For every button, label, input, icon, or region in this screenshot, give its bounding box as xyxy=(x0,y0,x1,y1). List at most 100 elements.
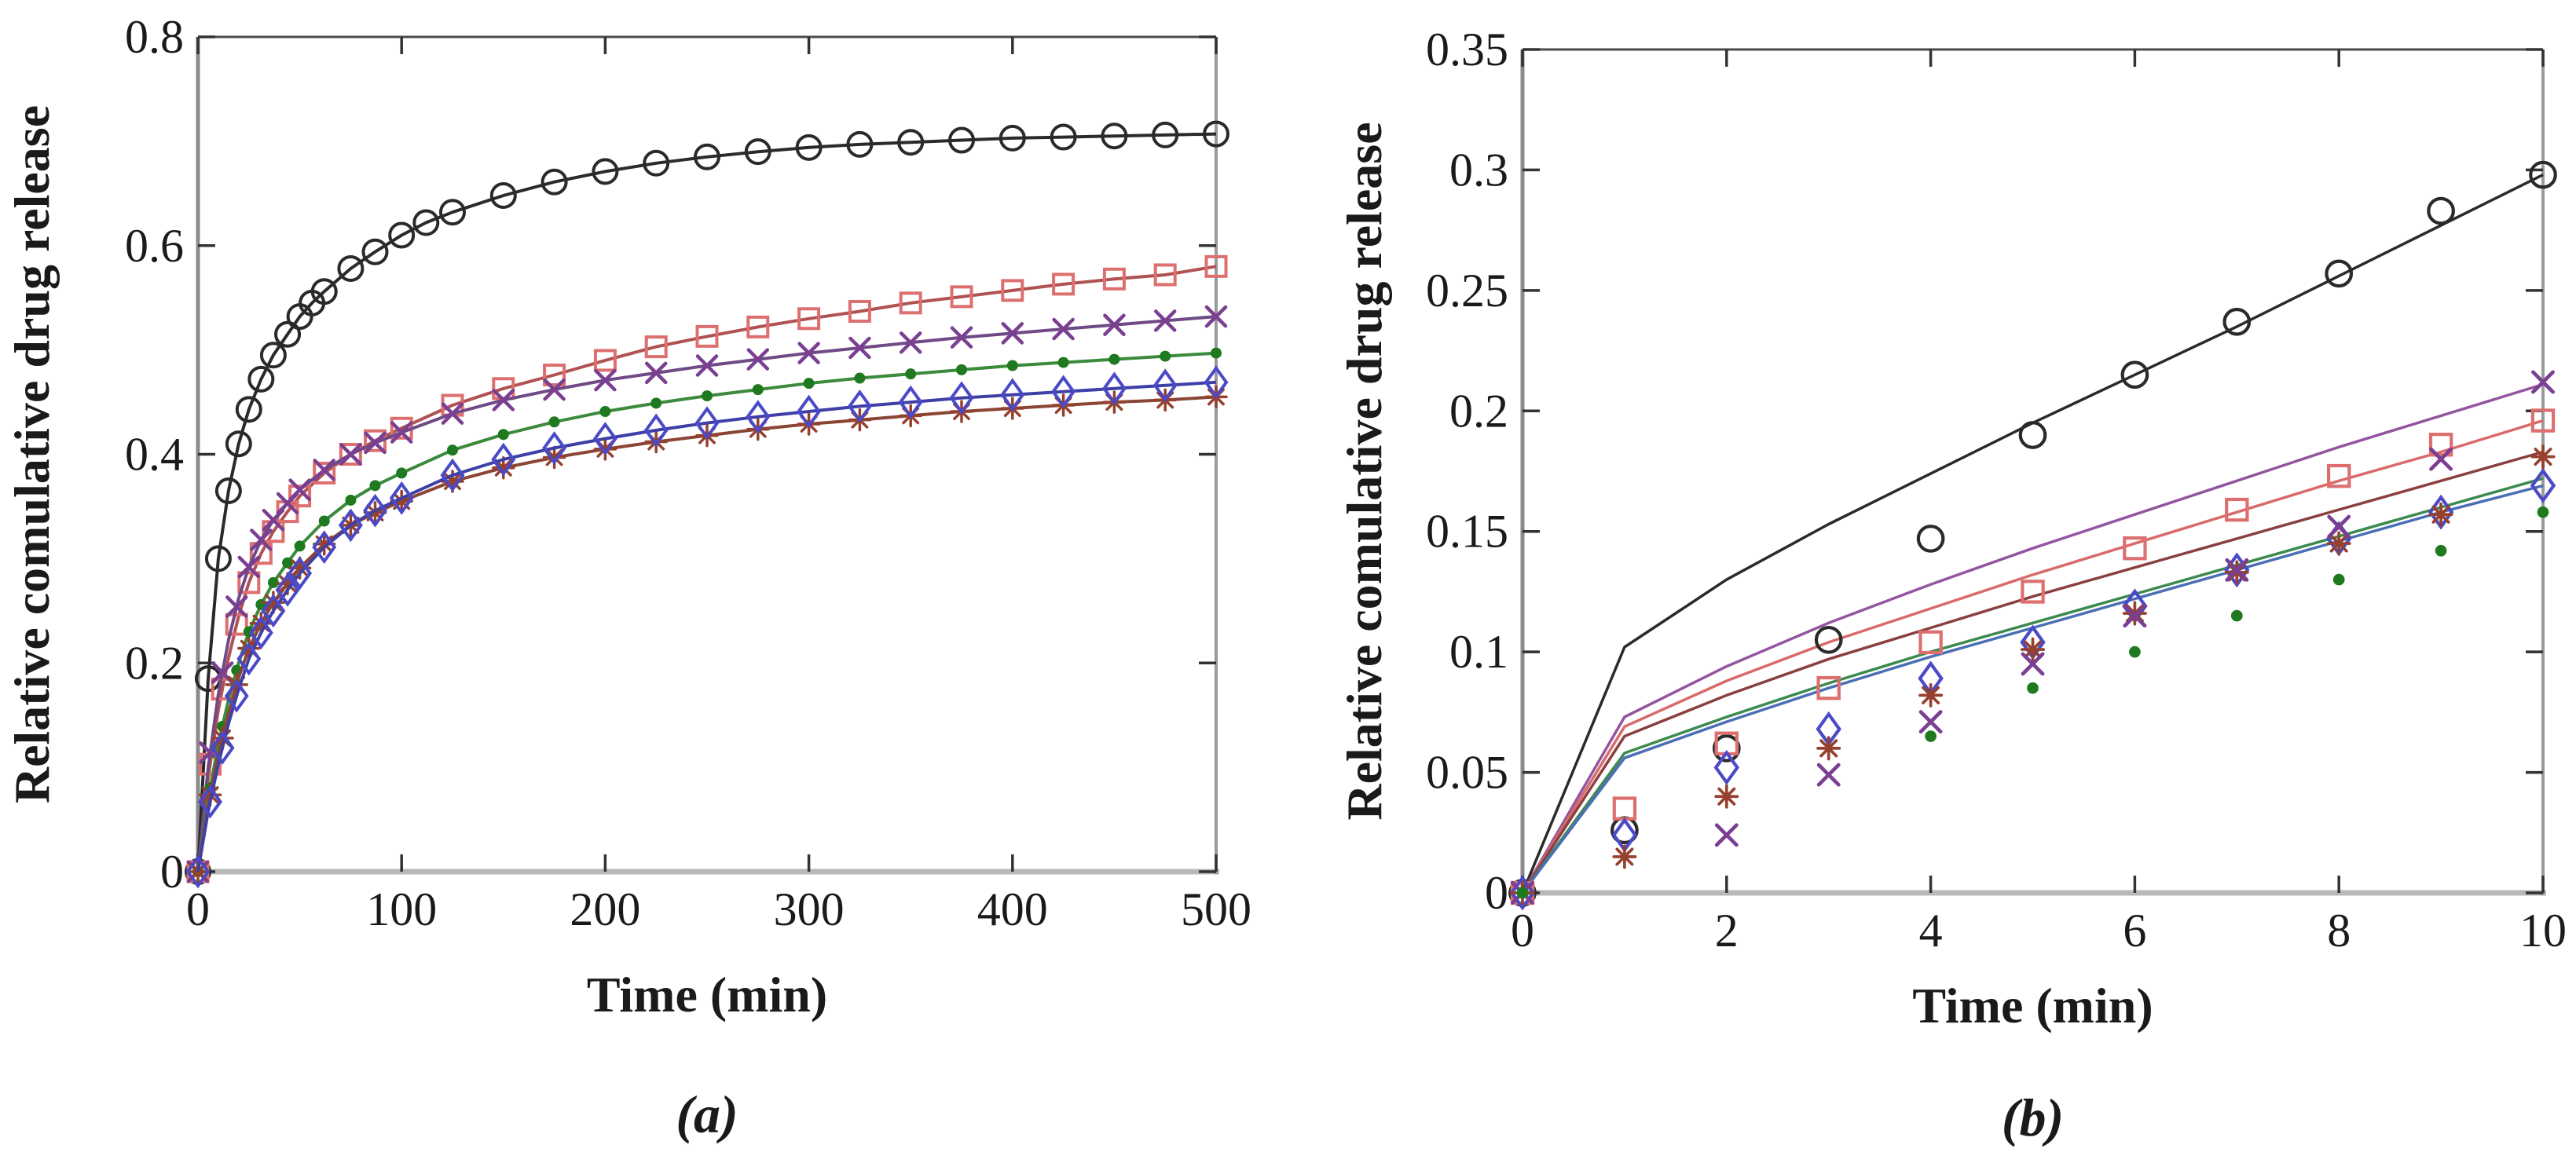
asterisk-marker xyxy=(225,673,248,697)
y-tick-label: 0.35 xyxy=(1426,24,1508,75)
square-marker xyxy=(225,613,248,636)
dot-marker xyxy=(497,429,509,441)
square-marker xyxy=(2123,536,2147,561)
square-marker xyxy=(1816,675,1841,700)
dot-marker xyxy=(702,390,713,402)
x-marker xyxy=(1052,317,1075,341)
diamond-marker xyxy=(440,458,465,492)
square-marker xyxy=(746,315,770,338)
diamond-marker xyxy=(1204,365,1229,400)
dot-marker xyxy=(2129,646,2141,658)
x-marker xyxy=(1714,823,1739,847)
y-tick-label: 0.05 xyxy=(1426,747,1508,799)
x-marker xyxy=(313,459,335,481)
dot-marker xyxy=(650,397,662,409)
x-marker xyxy=(1153,309,1177,332)
circle-marker xyxy=(2018,421,2047,449)
x-axis-title: Time (min) xyxy=(1912,978,2153,1033)
diamond-marker xyxy=(542,431,567,465)
circle-marker xyxy=(795,133,823,161)
x-marker xyxy=(848,336,871,360)
asterisk-marker xyxy=(542,445,566,470)
dot-marker xyxy=(267,576,279,588)
circle-marker xyxy=(846,130,874,158)
asterisk-marker xyxy=(2021,637,2045,662)
panel-b: 0 2 4 6 8 10 0 0.05 0.1 0.15 0.2 0.25 0.3 0.35 Time (m… xyxy=(1336,24,2567,1147)
asterisk-marker xyxy=(237,636,261,660)
circle-marker xyxy=(361,238,389,265)
diamond-marker xyxy=(898,385,923,419)
diamond-marker xyxy=(1152,368,1178,403)
asterisk-marker xyxy=(211,726,234,750)
x-marker xyxy=(225,595,248,618)
dot-marker xyxy=(2537,506,2549,518)
dot-marker xyxy=(599,406,611,418)
asterisk-marker xyxy=(2326,531,2351,556)
asterisk-marker xyxy=(276,572,299,596)
dot-marker xyxy=(854,372,866,384)
diamond-marker xyxy=(236,642,262,676)
circle-marker xyxy=(694,143,720,170)
dot-marker xyxy=(2332,573,2345,586)
square-marker xyxy=(1001,279,1024,302)
x-marker xyxy=(1918,710,1943,734)
diamond-marker xyxy=(224,678,249,713)
caption-b: (b) xyxy=(2002,1088,2064,1147)
circle-marker xyxy=(204,545,232,572)
axes-box-b xyxy=(1519,48,2546,896)
x-tick-label: 300 xyxy=(774,883,845,935)
dot-marker xyxy=(369,480,381,492)
asterisk-marker xyxy=(441,470,464,493)
x-marker xyxy=(390,421,413,444)
circle-marker xyxy=(274,320,302,348)
x-marker xyxy=(339,443,362,466)
square-marker xyxy=(2225,497,2249,522)
asterisk-marker xyxy=(288,556,312,580)
series-black-circle-data xyxy=(1508,160,2557,907)
series-line-black-circle xyxy=(196,132,1217,872)
dot-marker xyxy=(447,444,458,456)
circle-marker xyxy=(247,365,275,393)
asterisk-marker xyxy=(1918,682,1944,708)
series-darkred-model-line xyxy=(1521,450,2544,894)
x-tick-label: 10 xyxy=(2519,905,2567,956)
circle-marker xyxy=(214,477,242,505)
asterisk-marker xyxy=(492,456,515,480)
y-tick-label: 0.4 xyxy=(125,429,184,481)
series-green-model-line xyxy=(1521,477,2544,894)
x-tick-label: 0 xyxy=(186,883,210,935)
ticks-a xyxy=(196,35,1218,873)
series-line-red-model-line xyxy=(1521,419,2544,894)
circle-marker xyxy=(592,158,619,185)
square-marker xyxy=(593,349,617,372)
asterisk-marker xyxy=(593,437,617,461)
y-tick-label: 0 xyxy=(160,846,184,898)
asterisk-marker xyxy=(1714,784,1739,809)
dot-marker xyxy=(396,467,408,479)
series-blue-diamond xyxy=(185,365,1229,889)
diamond-marker xyxy=(847,389,872,423)
square-marker xyxy=(1102,267,1126,291)
dot-marker xyxy=(905,368,917,380)
asterisk-marker xyxy=(390,489,413,514)
diamond-marker xyxy=(198,784,223,819)
diamond-marker xyxy=(1051,375,1076,409)
circle-marker xyxy=(2120,360,2149,390)
circle-marker xyxy=(337,254,365,282)
asterisk-marker xyxy=(2530,444,2556,470)
circle-marker xyxy=(310,278,338,305)
diamond-marker xyxy=(949,381,974,415)
square-marker xyxy=(1052,272,1075,296)
square-marker xyxy=(1918,630,1943,655)
square-marker xyxy=(899,291,922,315)
diamond-marker xyxy=(1713,749,1740,785)
diamond-marker xyxy=(592,422,617,455)
circle-marker xyxy=(1712,734,1741,763)
x-marker xyxy=(211,661,234,684)
square-marker xyxy=(695,324,719,348)
square-marker xyxy=(848,299,871,323)
diamond-marker xyxy=(275,572,300,607)
circle-marker xyxy=(2222,307,2252,336)
x-marker xyxy=(492,389,515,411)
dot-marker xyxy=(752,384,764,396)
